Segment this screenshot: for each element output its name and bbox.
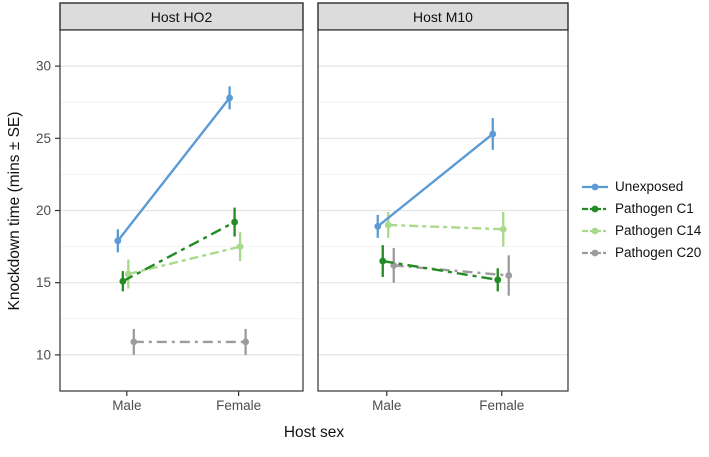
data-point xyxy=(226,94,234,102)
data-point xyxy=(384,221,392,229)
legend-label: Pathogen C1 xyxy=(615,201,694,216)
x-tick-label: Female xyxy=(479,398,524,413)
series-pathogen-c14 xyxy=(124,232,244,289)
data-point xyxy=(231,218,239,226)
series-line xyxy=(116,97,231,242)
legend: Unexposed Pathogen C1 Pathogen C14 Patho… xyxy=(582,179,701,260)
series-unexposed xyxy=(114,86,234,253)
legend-key-line-icon xyxy=(582,183,608,190)
legend-item-pathogen-c1: Pathogen C1 xyxy=(582,201,701,216)
data-point xyxy=(130,338,138,346)
series-line xyxy=(388,223,504,231)
series-line xyxy=(376,133,494,228)
data-point xyxy=(505,272,513,279)
panel-border xyxy=(317,29,569,392)
x-axis-title: Host sex xyxy=(283,424,345,441)
legend-item-pathogen-c14: Pathogen C14 xyxy=(582,223,701,238)
legend-key-line-icon xyxy=(582,227,608,234)
data-point xyxy=(242,338,250,346)
series-pathogen-c1 xyxy=(119,207,239,292)
data-point xyxy=(499,225,507,233)
data-point xyxy=(236,243,244,251)
series-line xyxy=(122,220,236,283)
x-tick-label: Male xyxy=(372,398,401,413)
legend-label: Unexposed xyxy=(615,179,684,194)
facet-strip-label: Host M10 xyxy=(413,9,473,25)
y-tick-label: 20 xyxy=(36,203,51,218)
y-tick-label: 10 xyxy=(36,347,51,362)
data-point xyxy=(489,130,497,138)
series-line xyxy=(128,245,241,276)
x-tick-label: Male xyxy=(112,398,141,413)
data-point xyxy=(119,277,127,285)
facet-strip xyxy=(59,2,304,31)
y-tick-label: 30 xyxy=(36,59,51,74)
legend-key-line-icon xyxy=(582,249,608,256)
data-point xyxy=(114,237,122,245)
x-tick-label: Female xyxy=(216,398,261,413)
series-pathogen-c14 xyxy=(384,211,507,247)
y-axis-title: Knockdown time (mins ± SE) xyxy=(6,111,23,311)
legend-item-pathogen-c20: Pathogen C20 xyxy=(582,245,701,260)
y-tick-label: 25 xyxy=(36,131,51,146)
series-line xyxy=(382,259,498,281)
data-point xyxy=(494,276,502,284)
series-pathogen-c1 xyxy=(379,245,502,292)
facet-strip xyxy=(317,2,569,31)
legend-item-unexposed: Unexposed xyxy=(582,179,701,194)
series-pathogen-c20 xyxy=(130,328,250,355)
series-line xyxy=(393,264,509,277)
data-point xyxy=(379,257,387,265)
legend-key-line-icon xyxy=(582,205,608,212)
data-point xyxy=(124,270,132,278)
legend-label: Pathogen C14 xyxy=(615,223,702,238)
facet-strip-label: Host HO2 xyxy=(151,9,213,25)
y-tick-label: 15 xyxy=(36,275,51,290)
series-unexposed xyxy=(374,118,497,238)
legend-label: Pathogen C20 xyxy=(615,245,702,260)
data-point xyxy=(374,222,382,230)
